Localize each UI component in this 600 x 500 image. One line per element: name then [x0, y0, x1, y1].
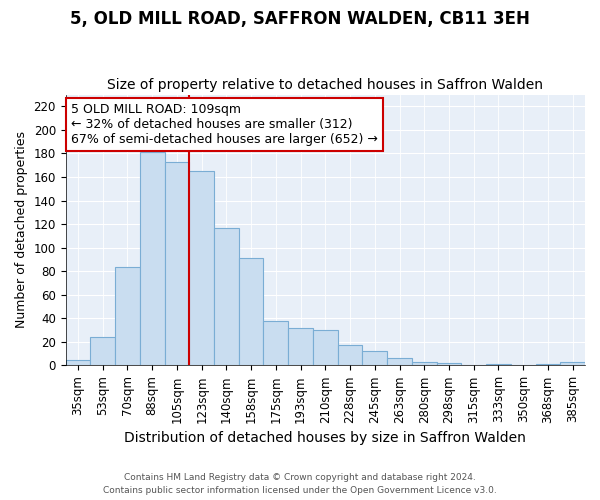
- Y-axis label: Number of detached properties: Number of detached properties: [15, 132, 28, 328]
- Bar: [65, 360, 91, 366]
- Bar: [313, 330, 338, 366]
- Bar: [338, 346, 362, 366]
- Bar: [288, 328, 313, 366]
- Text: 5 OLD MILL ROAD: 109sqm
← 32% of detached houses are smaller (312)
67% of semi-d: 5 OLD MILL ROAD: 109sqm ← 32% of detache…: [71, 102, 378, 146]
- Bar: [214, 228, 239, 366]
- X-axis label: Distribution of detached houses by size in Saffron Walden: Distribution of detached houses by size …: [124, 431, 526, 445]
- Bar: [412, 362, 437, 366]
- Bar: [91, 337, 115, 366]
- Bar: [486, 364, 511, 366]
- Bar: [437, 363, 461, 366]
- Bar: [164, 162, 190, 366]
- Bar: [263, 320, 288, 366]
- Bar: [115, 266, 140, 366]
- Text: 5, OLD MILL ROAD, SAFFRON WALDEN, CB11 3EH: 5, OLD MILL ROAD, SAFFRON WALDEN, CB11 3…: [70, 10, 530, 28]
- Bar: [560, 362, 585, 366]
- Bar: [362, 352, 387, 366]
- Bar: [387, 358, 412, 366]
- Bar: [239, 258, 263, 366]
- Bar: [140, 152, 164, 366]
- Bar: [536, 364, 560, 366]
- Bar: [190, 171, 214, 366]
- Text: Contains HM Land Registry data © Crown copyright and database right 2024.
Contai: Contains HM Land Registry data © Crown c…: [103, 474, 497, 495]
- Title: Size of property relative to detached houses in Saffron Walden: Size of property relative to detached ho…: [107, 78, 544, 92]
